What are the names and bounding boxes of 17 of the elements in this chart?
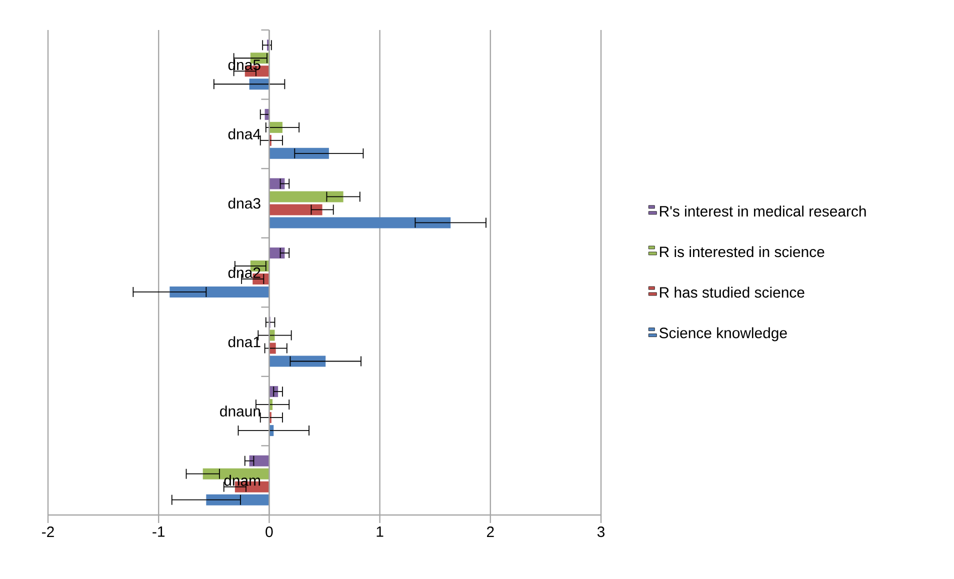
y-tick-label: dnaun — [220, 406, 260, 417]
y-tick-label: dna5 — [228, 59, 260, 70]
y-tick-label: dnam — [224, 474, 260, 486]
legend-label: Science knowledge — [659, 327, 787, 342]
y-tick-label: dna4 — [228, 128, 261, 140]
y-tick-label: dna2 — [228, 267, 260, 278]
x-tick-label: 3 — [597, 526, 605, 538]
legend-label: R is interested in science — [660, 246, 824, 258]
x-tick-label: 1 — [376, 526, 384, 537]
y-tick-label: dna1 — [228, 336, 260, 348]
x-tick-label: 2 — [487, 526, 494, 537]
legend-label: R's interest in medical research — [660, 206, 866, 217]
x-tick-label: -1 — [152, 526, 165, 537]
x-tick-label: 0 — [266, 526, 273, 538]
y-tick-label: dna3 — [228, 198, 260, 209]
legend-label: R has studied science — [660, 286, 804, 298]
x-tick-label: -2 — [42, 526, 54, 537]
